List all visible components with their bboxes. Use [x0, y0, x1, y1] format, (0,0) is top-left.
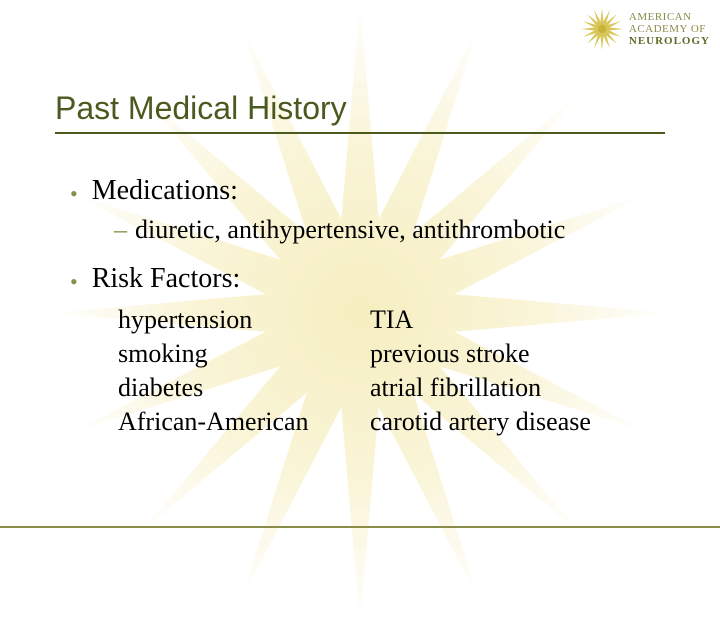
- dash-icon: –: [114, 215, 127, 245]
- title-underline: [55, 132, 665, 134]
- bullet-medications: • Medications:: [70, 175, 670, 207]
- bullet-dot-icon: •: [70, 183, 78, 205]
- risk-cell: hypertension: [118, 305, 370, 335]
- medications-sub-text: diuretic, antihypertensive, antithrombot…: [135, 215, 565, 245]
- risk-cell: carotid artery disease: [370, 407, 630, 437]
- org-logo: AMERICAN ACADEMY OF NEUROLOGY: [581, 8, 710, 50]
- bullet-dot-icon: •: [70, 271, 78, 293]
- riskfactors-label: Risk Factors:: [92, 263, 241, 295]
- page-title: Past Medical History: [55, 90, 347, 127]
- slide-content: • Medications: – diuretic, antihypertens…: [70, 175, 670, 437]
- riskfactors-table: hypertension TIA smoking previous stroke…: [118, 305, 670, 437]
- medications-label: Medications:: [92, 175, 238, 207]
- risk-cell: African-American: [118, 407, 370, 437]
- bullet-riskfactors: • Risk Factors:: [70, 263, 670, 295]
- logo-line1: AMERICAN: [629, 11, 710, 23]
- footer-divider: [0, 526, 720, 528]
- risk-cell: atrial fibrillation: [370, 373, 630, 403]
- logo-line3: NEUROLOGY: [629, 35, 710, 47]
- risk-cell: smoking: [118, 339, 370, 369]
- logo-line2: ACADEMY OF: [629, 23, 710, 35]
- risk-cell: previous stroke: [370, 339, 630, 369]
- risk-cell: diabetes: [118, 373, 370, 403]
- risk-cell: TIA: [370, 305, 630, 335]
- medications-sub: – diuretic, antihypertensive, antithromb…: [114, 215, 670, 245]
- logo-text: AMERICAN ACADEMY OF NEUROLOGY: [629, 11, 710, 47]
- logo-star-icon: [581, 8, 623, 50]
